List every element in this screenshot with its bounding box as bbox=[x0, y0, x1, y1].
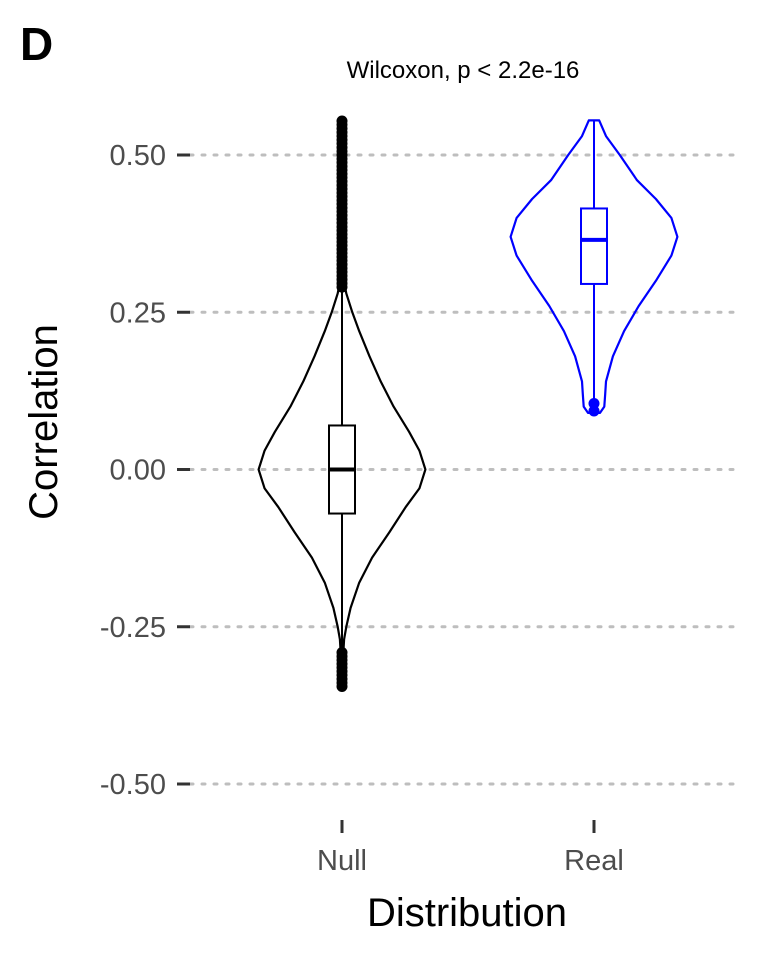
y-tick-label: 0.00 bbox=[110, 455, 166, 487]
y-tick-label: 0.25 bbox=[110, 297, 166, 329]
violin-group-real bbox=[509, 119, 679, 417]
x-axis-title: Distribution bbox=[367, 891, 567, 935]
outlier-point bbox=[336, 115, 348, 127]
violins bbox=[257, 115, 679, 693]
y-tick-label: -0.25 bbox=[100, 612, 166, 644]
y-axis-title: Correlation bbox=[22, 324, 66, 520]
y-axis: 0.50 0.25 0.00 -0.25 -0.50 bbox=[100, 140, 190, 801]
grid-lines bbox=[188, 153, 742, 786]
violin-outline bbox=[509, 119, 679, 414]
x-tick-label: Real bbox=[564, 845, 624, 877]
violin-group-null bbox=[257, 115, 427, 693]
y-tick-label: -0.50 bbox=[100, 769, 166, 801]
outlier-point bbox=[588, 397, 600, 409]
x-tick-label: Null bbox=[317, 845, 367, 877]
outlier-point bbox=[336, 647, 348, 659]
outlier-point bbox=[588, 405, 600, 417]
panel-label: D bbox=[20, 18, 53, 70]
y-tick-label: 0.50 bbox=[110, 140, 166, 172]
box bbox=[580, 207, 608, 285]
test-annotation: Wilcoxon, p < 2.2e-16 bbox=[347, 57, 580, 84]
x-axis: Null Real bbox=[317, 820, 624, 877]
